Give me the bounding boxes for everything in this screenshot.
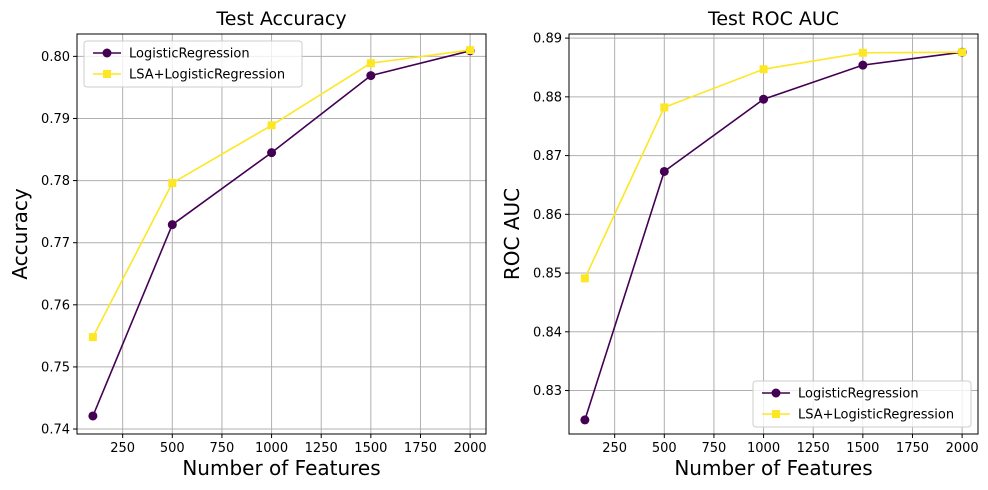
y-tick-label: 0.75 xyxy=(41,360,70,375)
data-point xyxy=(580,415,590,425)
y-tick-label: 0.76 xyxy=(41,298,70,313)
x-tick-label: 1250 xyxy=(797,441,830,456)
legend-marker xyxy=(102,48,112,58)
data-point xyxy=(580,274,589,283)
series-line-2 xyxy=(92,49,471,338)
y-tick-label: 0.88 xyxy=(533,90,562,105)
chart-title: Test ROC AUC xyxy=(707,8,839,30)
y-tick-label: 0.84 xyxy=(533,325,562,340)
y-tick-label: 0.89 xyxy=(533,32,562,47)
legend-label: LogisticRegression xyxy=(798,387,919,402)
y-tick-label: 0.79 xyxy=(41,112,70,127)
x-tick-label: 750 xyxy=(702,441,727,456)
y-tick-label: 0.74 xyxy=(41,423,70,438)
legend-label: LSA+LogisticRegression xyxy=(129,68,285,83)
plot-frame xyxy=(76,33,487,435)
plot-frame xyxy=(568,33,979,435)
data-point xyxy=(858,48,867,57)
data-point xyxy=(958,48,967,57)
legend-marker xyxy=(103,70,111,78)
legend-frame xyxy=(83,40,303,88)
data-point xyxy=(366,71,376,81)
x-axis-label: Number of Features xyxy=(182,456,380,480)
chart-panel-1: 250 500 750 1000 1250 1500 1750 2000 0.74 0.75 0.7… xyxy=(8,8,487,480)
chart-title: Test Accuracy xyxy=(215,8,346,30)
legend-marker xyxy=(772,410,780,418)
legend-label: LogisticRegression xyxy=(129,47,250,62)
x-tick-label: 1500 xyxy=(846,441,879,456)
data-point xyxy=(659,166,669,176)
y-tick-label: 0.77 xyxy=(41,236,70,251)
x-tick-label: 250 xyxy=(602,441,627,456)
x-axis-label: Number of Features xyxy=(674,456,872,480)
series-line-1 xyxy=(584,51,963,421)
x-tick-label: 1750 xyxy=(404,441,437,456)
y-tick-label: 0.78 xyxy=(41,174,70,189)
x-tick-label: 2000 xyxy=(946,441,979,456)
legend: LogisticRegression LSA+LogisticRegression xyxy=(752,380,972,428)
x-tick-label: 1750 xyxy=(896,441,929,456)
x-tick-label: 1000 xyxy=(747,441,780,456)
x-tick-label: 250 xyxy=(110,441,135,456)
data-point xyxy=(267,121,276,130)
x-tick-label: 500 xyxy=(160,441,185,456)
x-tick-label: 750 xyxy=(210,441,235,456)
y-axis-label: ROC AUC xyxy=(500,188,524,280)
data-point xyxy=(88,411,98,421)
y-tick-label: 0.80 xyxy=(41,50,70,65)
data-point xyxy=(759,65,768,74)
legend-marker xyxy=(771,388,781,398)
y-tick-label: 0.85 xyxy=(533,267,562,282)
y-axis-label: Accuracy xyxy=(8,188,32,279)
data-point xyxy=(267,148,277,158)
chart-panel-2: 250 500 750 1000 1250 1500 1750 2000 0.83 0.84 0.8… xyxy=(500,8,979,480)
data-point xyxy=(88,333,97,342)
x-tick-label: 1000 xyxy=(255,441,288,456)
series-line-1 xyxy=(92,50,471,417)
x-tick-label: 1250 xyxy=(305,441,338,456)
x-tick-label: 500 xyxy=(652,441,677,456)
y-tick-label: 0.87 xyxy=(533,149,562,164)
legend: LogisticRegression LSA+LogisticRegression xyxy=(83,40,303,88)
y-tick-label: 0.86 xyxy=(533,208,562,223)
legend-label: LSA+LogisticRegression xyxy=(798,408,954,423)
x-tick-label: 1500 xyxy=(354,441,387,456)
y-tick-label: 0.83 xyxy=(533,384,562,399)
data-point xyxy=(167,220,177,230)
legend-frame xyxy=(752,380,972,428)
data-point xyxy=(168,179,177,188)
data-point xyxy=(466,46,475,55)
data-point xyxy=(858,60,868,70)
data-point xyxy=(660,103,669,112)
data-point xyxy=(366,59,375,68)
data-point xyxy=(759,94,769,104)
x-tick-label: 2000 xyxy=(454,441,487,456)
